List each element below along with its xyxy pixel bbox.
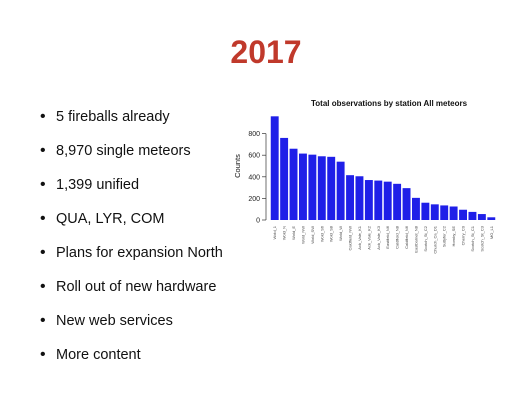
bullet-list: 5 fireballs already 8,970 single meteors… bbox=[40, 104, 223, 376]
bar bbox=[440, 205, 449, 220]
x-tick-label: Eastbarnet_N8 bbox=[413, 225, 418, 252]
bar bbox=[402, 188, 411, 220]
x-tick-label: Wold_S8 bbox=[329, 225, 334, 242]
bar bbox=[317, 156, 326, 220]
x-tick-label: Wold_SW bbox=[310, 226, 315, 244]
x-tick-label: Scotch_St_C2 bbox=[423, 225, 428, 251]
slide-title: 2017 bbox=[230, 34, 302, 70]
bar bbox=[430, 204, 439, 220]
bar bbox=[383, 181, 392, 220]
x-tick-label: Wold_N bbox=[282, 226, 287, 240]
x-tick-label: Wold_E bbox=[291, 226, 296, 240]
bar bbox=[299, 153, 307, 220]
bar bbox=[374, 180, 383, 220]
x-tick-label: Ack_Vale_K3 bbox=[376, 225, 381, 249]
x-tick-label: Ack_Vale_K2 bbox=[366, 225, 371, 249]
y-tick-label: 800 bbox=[248, 131, 260, 138]
bar bbox=[280, 137, 289, 220]
bar bbox=[289, 148, 298, 220]
x-tick-label: Suttyfer_C2 bbox=[442, 225, 447, 247]
x-tick-label: Eastfield_N6 bbox=[385, 225, 390, 248]
bar-chart: Total observations by station All meteor… bbox=[233, 99, 496, 254]
x-tick-label: Wold_S6 bbox=[319, 225, 324, 242]
x-tick-label: Wold_NW bbox=[300, 226, 305, 244]
bar bbox=[449, 206, 458, 220]
chart-title: Total observations by station All meteor… bbox=[311, 99, 468, 108]
bullet-item: More content bbox=[40, 342, 223, 376]
x-tick-label: Hornby_SE bbox=[451, 226, 456, 247]
bar bbox=[336, 161, 345, 220]
y-tick-label: 200 bbox=[248, 196, 260, 203]
bar bbox=[412, 197, 420, 220]
x-tick-label: Caldfield_NW bbox=[348, 226, 353, 251]
x-tick-label: Cherry_C0 bbox=[461, 225, 466, 245]
bar bbox=[487, 217, 496, 220]
x-tick-label: Ack_Vale_K1 bbox=[357, 225, 362, 249]
x-tick-label: Scotch_St_C3 bbox=[479, 225, 484, 251]
bullet-item: 8,970 single meteors bbox=[40, 138, 223, 172]
bullet-item: Roll out of new hardware bbox=[40, 274, 223, 308]
x-tick-label: Caldfield_N8 bbox=[395, 225, 400, 249]
y-tick-label: 600 bbox=[248, 153, 260, 160]
x-tick-label: Wold_W bbox=[338, 226, 343, 241]
bullet-item: 5 fireballs already bbox=[40, 104, 223, 138]
bullet-item: New web services bbox=[40, 308, 223, 342]
y-axis-label: Counts bbox=[233, 154, 242, 178]
x-tick-label: Scotch_St_C1 bbox=[470, 225, 475, 251]
bar bbox=[393, 183, 402, 220]
bar bbox=[270, 116, 279, 220]
bullet-item: 1,399 unified bbox=[40, 172, 223, 206]
bar bbox=[327, 156, 336, 220]
y-tick-label: 0 bbox=[256, 218, 260, 225]
bullet-item: QUA, LYR, COM bbox=[40, 206, 223, 240]
y-tick-label: 400 bbox=[248, 174, 260, 181]
bar bbox=[308, 154, 317, 220]
bar bbox=[355, 176, 364, 220]
x-tick-label: Church_Ca_D1 bbox=[432, 225, 437, 253]
bar bbox=[468, 211, 477, 220]
x-tick-label: Caldfield_N6 bbox=[404, 225, 409, 249]
x-tick-label: Wold_1 bbox=[272, 225, 277, 239]
bar bbox=[364, 180, 373, 220]
bar bbox=[459, 209, 467, 220]
bar bbox=[346, 175, 354, 220]
bar bbox=[477, 214, 486, 220]
x-tick-label: MO_L1 bbox=[489, 225, 494, 239]
bullet-item: Plans for expansion North bbox=[40, 240, 223, 274]
bar bbox=[421, 202, 430, 220]
